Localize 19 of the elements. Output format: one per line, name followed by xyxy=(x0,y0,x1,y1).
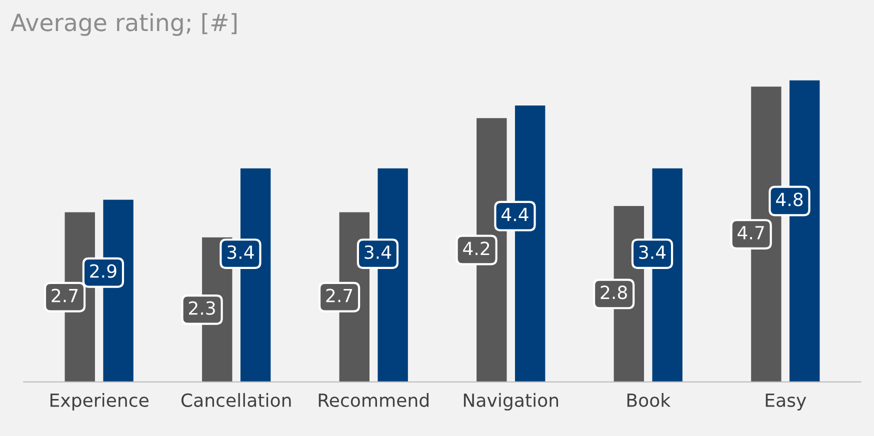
data-label: 2.7 xyxy=(326,288,352,302)
x-tick-label: Book xyxy=(627,393,671,408)
data-label: 3.4 xyxy=(227,245,254,260)
x-tick-label: Easy xyxy=(766,394,806,411)
data-label: 4.8 xyxy=(776,192,803,206)
data-label: 2.9 xyxy=(90,264,116,278)
x-tick-label: Recommend xyxy=(318,393,428,408)
data-label: 3.4 xyxy=(364,245,392,260)
data-label: 4.7 xyxy=(738,226,764,240)
data-label: 2.3 xyxy=(189,301,215,315)
chart-title: Average rating; [#] xyxy=(10,13,237,36)
x-tick-label: Cancellation xyxy=(181,393,291,408)
x-tick-label: Experience xyxy=(50,393,148,411)
data-label: 2.8 xyxy=(600,286,627,300)
x-tick-label: Navigation xyxy=(464,393,558,411)
data-label: 4.4 xyxy=(502,208,528,222)
data-label: 3.4 xyxy=(639,245,666,260)
data-label: 2.7 xyxy=(52,288,78,302)
data-label: 4.2 xyxy=(463,242,490,255)
